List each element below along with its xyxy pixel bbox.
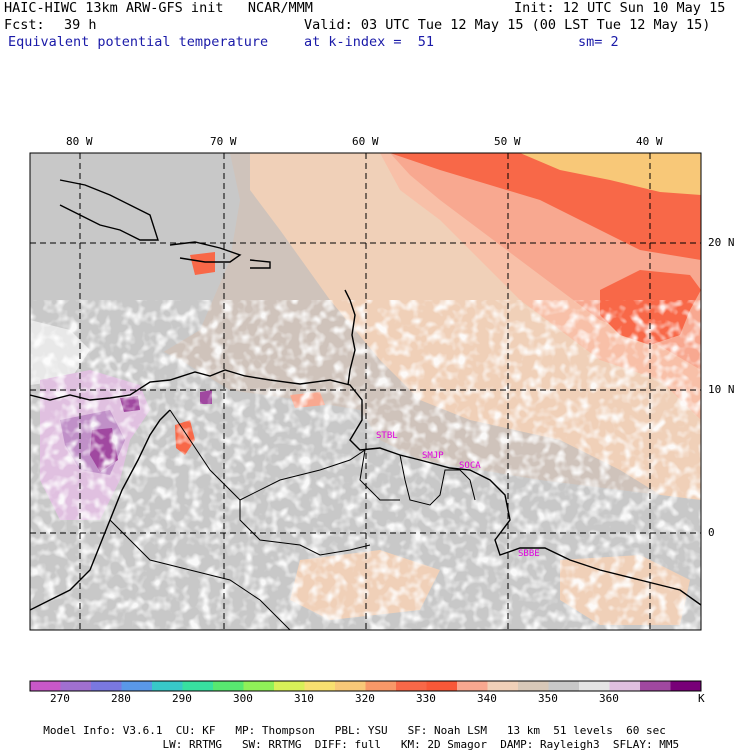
colorbar-cell (182, 681, 214, 691)
map-frame (29, 152, 702, 631)
colorbar-cell (365, 681, 397, 691)
colorbar-cell (243, 681, 275, 691)
colorbar-cell (30, 681, 61, 691)
station-smjp: SMJP (422, 451, 444, 461)
coastlines (30, 179, 701, 611)
model-version: Model Info: V3.6.1 (43, 724, 163, 737)
field-name: Equivalent potential temperature (8, 34, 269, 50)
level-info: at k-index = 51 (304, 34, 435, 50)
colorbar-tick-310: 310 (294, 692, 314, 705)
colorbar-cell (91, 681, 122, 691)
colorbar-cell (670, 681, 702, 691)
colorbar-tick-320: 320 (355, 692, 375, 705)
colorbar-cell (609, 681, 641, 691)
station-sbbe: SBBE (518, 549, 540, 559)
colorbar-frame (29, 680, 702, 692)
mp-scheme: MP: Thompson (235, 724, 315, 737)
lat-label-20n: 20 N (708, 236, 735, 249)
sf-scheme: SF: Noah LSM (407, 724, 488, 737)
gridlines (30, 153, 701, 630)
colorbar-cell (274, 681, 305, 691)
model-info-line-1: Model Info: V3.6.1 CU: KF MP: Thompson P… (30, 711, 666, 737)
colorbar-cell (304, 681, 336, 691)
colorbar-tick-300: 300 (233, 692, 253, 705)
colorbar-cell (396, 681, 427, 691)
colorbar-tick-360: 360 (599, 692, 619, 705)
lon-label-60w: 60 W (352, 135, 379, 148)
station-soca: SOCA (459, 461, 481, 471)
colorbar-cell (548, 681, 580, 691)
colorbar-cell (640, 681, 671, 691)
smoothing-info: sm= 2 (578, 34, 619, 50)
borders (109, 409, 476, 630)
colorbar-cell (60, 681, 92, 691)
colorbar-tick-280: 280 (111, 692, 131, 705)
map-field (30, 153, 701, 630)
orange-patch (520, 153, 701, 195)
colorbar-cell (487, 681, 519, 691)
colorbar-tick-340: 340 (477, 692, 497, 705)
model-info-line-2: LW: RRTMG SW: RRTMG DIFF: full KM: 2D Sm… (30, 725, 679, 751)
lon-label-40w: 40 W (636, 135, 663, 148)
colorbar-cell (213, 681, 244, 691)
station-stbl: STBL (376, 431, 398, 441)
levels: 51 levels (553, 724, 613, 737)
colorbar-cell (579, 681, 610, 691)
colorbar-cell (457, 681, 488, 691)
forecast-hours: 39 h (64, 17, 97, 33)
forecast-label: Fcst: (4, 17, 45, 33)
colorbar-cell (335, 681, 366, 691)
colorbar-cell (152, 681, 183, 691)
cu-scheme: CU: KF (175, 724, 216, 737)
colorbar-tick-330: 330 (416, 692, 436, 705)
init-time: Init: 12 UTC Sun 10 May 15 (514, 0, 726, 16)
valid-time: Valid: 03 UTC Tue 12 May 15 (00 LST Tue … (304, 17, 711, 33)
lon-label-80w: 80 W (66, 135, 93, 148)
colorbar-tick-290: 290 (172, 692, 192, 705)
resolution: 13 km (506, 724, 541, 737)
lon-label-70w: 70 W (210, 135, 237, 148)
timestep: 60 sec (626, 724, 666, 737)
lat-label-10n: 10 N (708, 383, 735, 396)
colorbar-cell (518, 681, 549, 691)
title-line: HAIC-HIWC 13km ARW-GFS init NCAR/MMM (4, 0, 313, 16)
lat-label-0: 0 (708, 526, 715, 539)
colorbar-unit: K (698, 692, 705, 705)
colorbar-tick-270: 270 (50, 692, 70, 705)
colorbar-cell (121, 681, 153, 691)
pbl-scheme: PBL: YSU (334, 724, 388, 737)
colorbar-tick-350: 350 (538, 692, 558, 705)
lon-label-50w: 50 W (494, 135, 521, 148)
colorbar-cell (426, 681, 458, 691)
